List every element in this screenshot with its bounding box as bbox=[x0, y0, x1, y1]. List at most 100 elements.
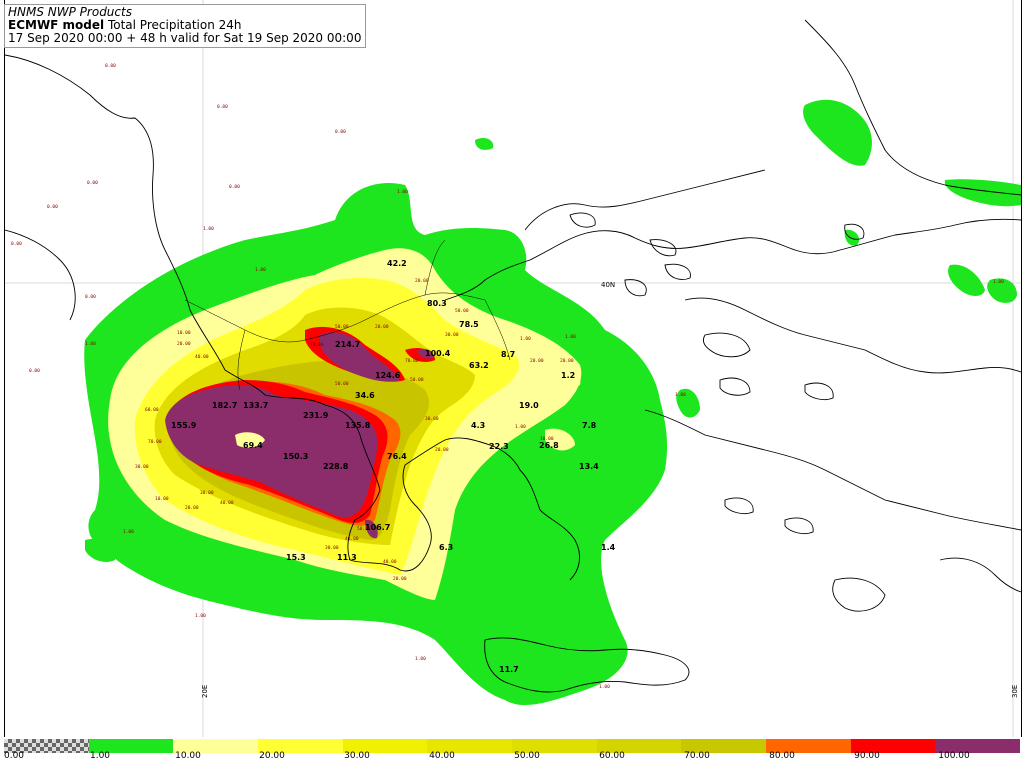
value-label: 150.3 bbox=[283, 452, 308, 461]
colorbar-label: 10.00 bbox=[175, 751, 201, 761]
svg-text:30.00: 30.00 bbox=[445, 332, 459, 338]
svg-text:50.00: 50.00 bbox=[455, 308, 469, 314]
title-line-2: ECMWF model Total Precipitation 24h bbox=[8, 19, 361, 32]
product-name: Total Precipitation 24h bbox=[104, 18, 242, 32]
svg-text:10.00: 10.00 bbox=[155, 496, 169, 502]
svg-text:0.00: 0.00 bbox=[217, 104, 228, 110]
colorbar-label: 40.00 bbox=[429, 751, 455, 761]
svg-text:30.00: 30.00 bbox=[135, 464, 149, 470]
value-label: 11.3 bbox=[337, 553, 357, 562]
svg-text:20.00: 20.00 bbox=[560, 358, 574, 364]
country-borders bbox=[184, 239, 511, 391]
svg-text:50.00: 50.00 bbox=[410, 377, 424, 383]
svg-text:40.00: 40.00 bbox=[345, 536, 359, 542]
colorbar-segment-4 bbox=[342, 739, 428, 753]
value-label: 100.4 bbox=[425, 349, 451, 358]
svg-text:50.00: 50.00 bbox=[335, 381, 349, 387]
value-label: 34.6 bbox=[355, 391, 375, 400]
svg-text:10.00: 10.00 bbox=[177, 330, 191, 336]
svg-text:20.00: 20.00 bbox=[185, 505, 199, 511]
colorbar-segment-7 bbox=[596, 739, 682, 753]
colorbar-label: 20.00 bbox=[259, 751, 285, 761]
value-label: 13.4 bbox=[579, 462, 599, 471]
colorbar-segment-3 bbox=[258, 739, 343, 753]
value-label: 214.7 bbox=[335, 340, 360, 349]
svg-text:0.00: 0.00 bbox=[87, 180, 98, 186]
colorbar-label: 70.00 bbox=[684, 751, 710, 761]
svg-text:20.00: 20.00 bbox=[177, 341, 191, 347]
svg-text:60.00: 60.00 bbox=[145, 407, 159, 413]
svg-text:20.00: 20.00 bbox=[415, 278, 429, 284]
value-label: 69.4 bbox=[243, 441, 263, 450]
colorbar-label: 60.00 bbox=[599, 751, 625, 761]
svg-text:0.00: 0.00 bbox=[29, 368, 40, 374]
svg-text:0.00: 0.00 bbox=[85, 294, 96, 300]
lon-label-20e: 20E bbox=[201, 685, 209, 698]
value-label: 124.6 bbox=[375, 371, 401, 380]
svg-text:50.00: 50.00 bbox=[357, 526, 371, 532]
value-label: 8.7 bbox=[501, 350, 515, 359]
svg-text:1.00: 1.00 bbox=[397, 189, 408, 195]
svg-text:0.00: 0.00 bbox=[105, 63, 116, 69]
small-value-markers: 0.00 0.00 0.00 0.00 0.00 0.00 0.00 0.00 … bbox=[11, 63, 1004, 690]
colorbar-label: 90.00 bbox=[854, 751, 880, 761]
colorbar-label: 80.00 bbox=[769, 751, 795, 761]
value-label: 80.3 bbox=[427, 299, 447, 308]
lat-label: 40N bbox=[601, 281, 615, 289]
value-label: 63.2 bbox=[469, 361, 489, 370]
svg-text:40.00: 40.00 bbox=[195, 354, 209, 360]
value-label: 135.8 bbox=[345, 421, 371, 430]
svg-text:0.00: 0.00 bbox=[229, 184, 240, 190]
title-line-1: HNMS NWP Products bbox=[8, 5, 132, 19]
svg-text:40.00: 40.00 bbox=[220, 500, 234, 506]
svg-text:70.00: 70.00 bbox=[148, 439, 162, 445]
svg-text:20.00: 20.00 bbox=[375, 324, 389, 330]
precipitation-map[interactable]: 0.00 0.00 0.00 0.00 0.00 0.00 0.00 0.00 … bbox=[4, 0, 1022, 737]
value-label: 155.9 bbox=[171, 421, 197, 430]
value-label: 78.5 bbox=[459, 320, 479, 329]
colorbar-label: 100.00 bbox=[938, 751, 970, 761]
colorbar-segment-10 bbox=[850, 739, 936, 753]
colorbar-segment-0 bbox=[4, 739, 89, 753]
colorbar-segment-8 bbox=[681, 739, 767, 753]
svg-text:70.00: 70.00 bbox=[405, 358, 419, 364]
colorbar-segment-6 bbox=[512, 739, 597, 753]
title-line-3: 17 Sep 2020 00:00 + 48 h valid for Sat 1… bbox=[8, 31, 362, 45]
svg-text:1.00: 1.00 bbox=[993, 279, 1004, 285]
map-title-box: HNMS NWP Products ECMWF model Total Prec… bbox=[4, 4, 367, 48]
svg-text:1.00: 1.00 bbox=[415, 656, 426, 662]
svg-text:40.00: 40.00 bbox=[383, 559, 397, 565]
svg-text:30.00: 30.00 bbox=[200, 490, 214, 496]
svg-text:1.00: 1.00 bbox=[255, 267, 266, 273]
svg-text:1.00: 1.00 bbox=[599, 684, 610, 690]
svg-text:20.00: 20.00 bbox=[393, 576, 407, 582]
colorbar-segment-9 bbox=[766, 739, 851, 753]
colorbar-label: 1.00 bbox=[89, 751, 111, 761]
svg-text:30.00: 30.00 bbox=[325, 545, 339, 551]
colorbar-segment-5 bbox=[427, 739, 513, 753]
svg-text:70.00: 70.00 bbox=[310, 342, 324, 348]
colorbar-label: 50.00 bbox=[514, 751, 540, 761]
colorbar-segment-1 bbox=[88, 739, 174, 753]
svg-text:1.00: 1.00 bbox=[675, 392, 686, 398]
svg-text:0.00: 0.00 bbox=[335, 129, 346, 135]
value-label: 1.2 bbox=[561, 371, 575, 380]
colorbar-segment-2 bbox=[173, 739, 259, 753]
coastlines bbox=[5, 19, 1021, 693]
svg-text:1.00: 1.00 bbox=[520, 336, 531, 342]
precip-field-100 bbox=[165, 332, 434, 539]
svg-text:1.00: 1.00 bbox=[565, 334, 576, 340]
colorbar-label: 0.00 bbox=[3, 751, 25, 761]
value-label: 42.2 bbox=[387, 259, 407, 268]
svg-text:30.00: 30.00 bbox=[425, 416, 439, 422]
value-label: 6.3 bbox=[439, 543, 453, 552]
svg-text:1.00: 1.00 bbox=[203, 226, 214, 232]
value-label: 133.7 bbox=[243, 401, 268, 410]
svg-text:0.00: 0.00 bbox=[47, 204, 58, 210]
colorbar-segment-11 bbox=[935, 739, 1021, 753]
value-label: 1.4 bbox=[601, 543, 616, 552]
colorbar-label: 30.00 bbox=[344, 751, 370, 761]
value-label: 182.7 bbox=[212, 401, 237, 410]
model-name: ECMWF model bbox=[8, 18, 105, 32]
